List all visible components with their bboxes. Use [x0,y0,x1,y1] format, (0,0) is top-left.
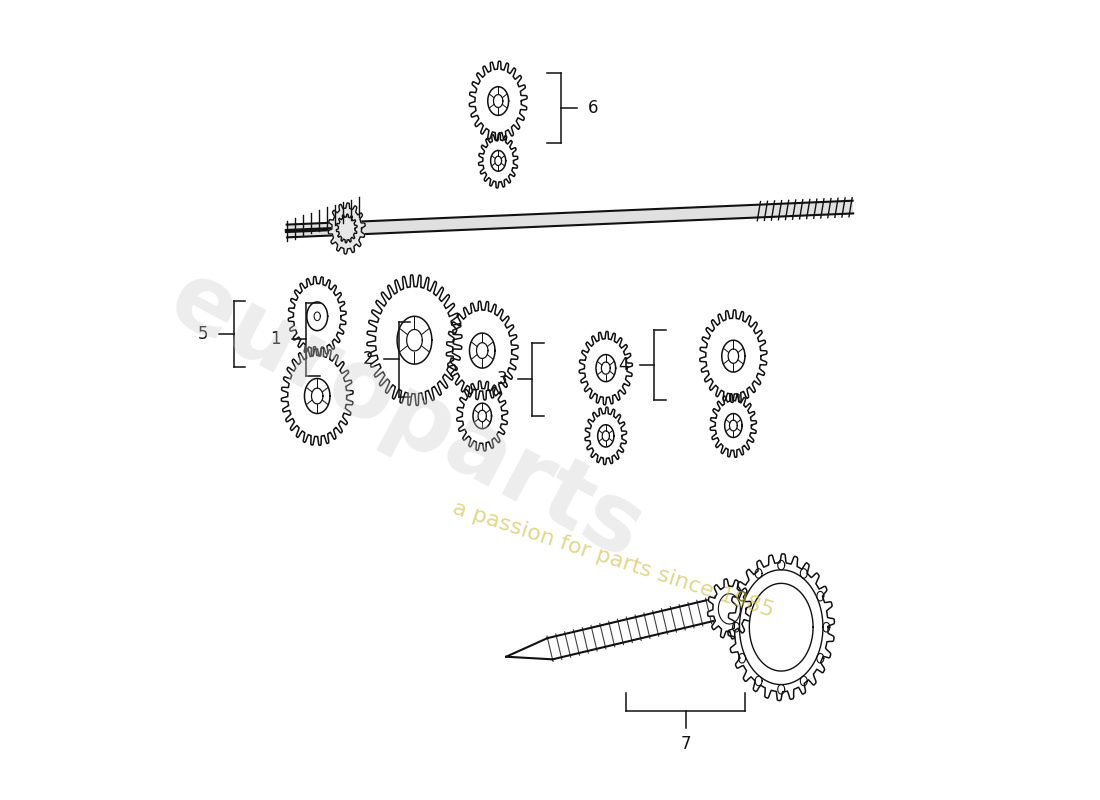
Polygon shape [367,275,462,406]
Polygon shape [470,61,527,141]
Polygon shape [282,346,353,446]
Text: 4: 4 [618,356,629,374]
Polygon shape [287,201,854,238]
Text: europarts: europarts [154,253,659,579]
Text: 5: 5 [198,325,208,343]
Polygon shape [585,407,627,465]
Text: 1: 1 [270,330,280,349]
Text: 7: 7 [680,735,691,753]
Polygon shape [749,583,813,671]
Polygon shape [707,579,751,639]
Polygon shape [725,414,742,438]
Polygon shape [456,381,508,451]
Polygon shape [397,316,432,364]
Polygon shape [728,349,738,363]
Polygon shape [722,340,745,372]
Polygon shape [478,134,518,188]
Polygon shape [470,333,495,368]
Polygon shape [711,394,757,458]
Polygon shape [494,94,503,107]
Polygon shape [476,342,488,358]
Polygon shape [337,214,358,243]
Polygon shape [728,554,835,701]
Text: a passion for parts since 1985: a passion for parts since 1985 [451,498,777,621]
Polygon shape [288,277,346,356]
Polygon shape [597,425,614,447]
Polygon shape [328,203,365,254]
Polygon shape [311,388,323,404]
Polygon shape [487,86,508,115]
Text: 6: 6 [587,99,598,118]
Polygon shape [315,312,320,321]
Polygon shape [407,330,422,351]
Polygon shape [491,150,506,171]
Polygon shape [447,302,518,400]
Polygon shape [495,156,502,166]
Polygon shape [596,354,616,382]
Polygon shape [602,362,610,374]
Polygon shape [307,302,328,330]
Polygon shape [739,570,823,685]
Polygon shape [473,403,492,429]
Polygon shape [602,431,609,441]
Polygon shape [700,310,767,402]
Polygon shape [729,420,737,431]
Text: 2: 2 [362,350,373,368]
Polygon shape [580,331,632,405]
Polygon shape [305,378,330,414]
Text: 3: 3 [496,370,507,388]
Polygon shape [478,410,486,422]
